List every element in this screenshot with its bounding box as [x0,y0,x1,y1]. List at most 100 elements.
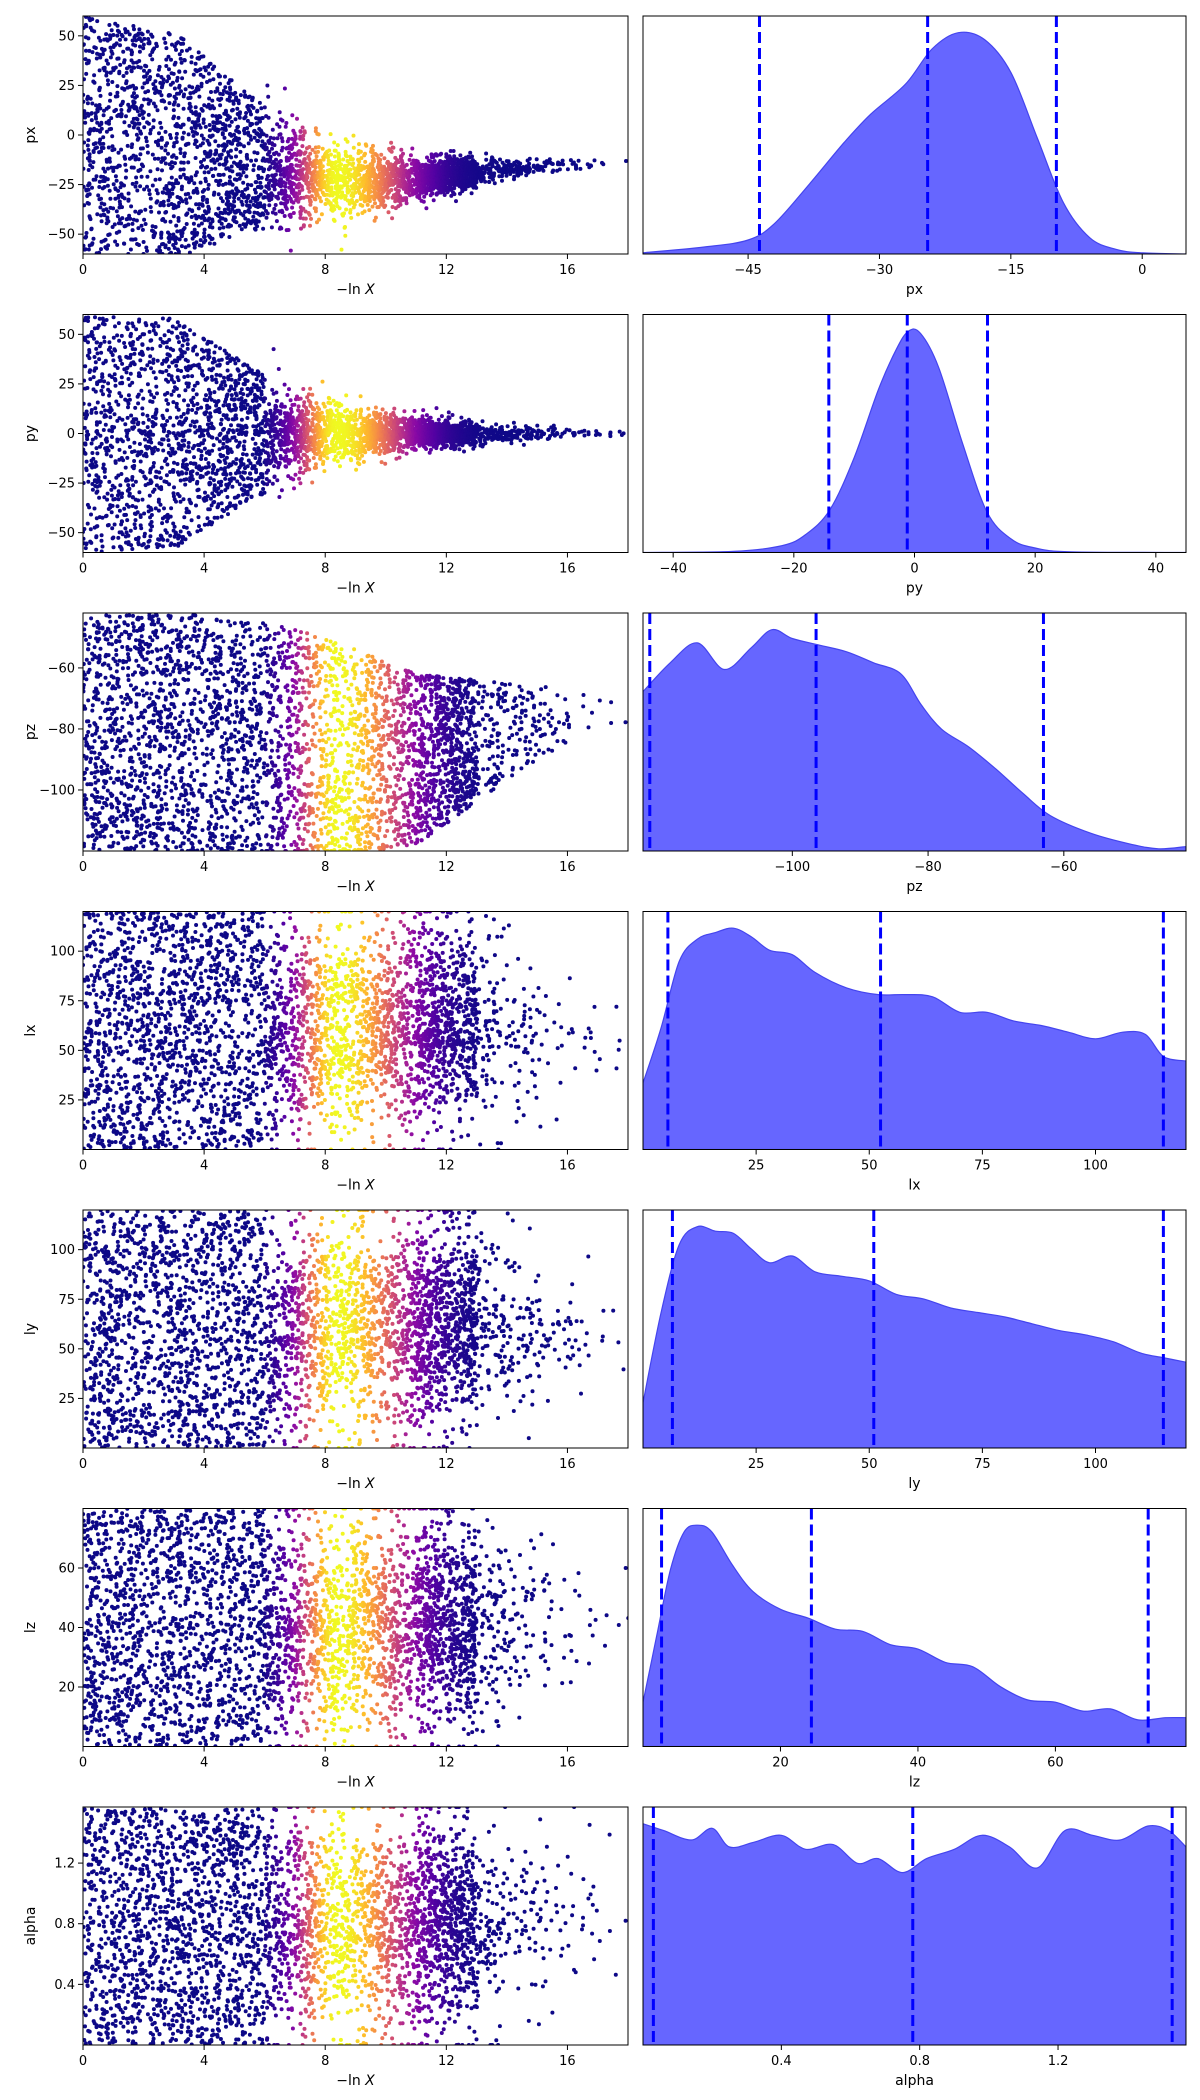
trace-px-point [313,165,318,170]
trace-py-point [254,424,259,429]
trace-px-point [153,79,158,84]
trace-px-point [255,108,260,113]
trace-px-point [221,225,226,230]
trace-px-point [401,186,406,191]
trace-px-point [181,172,186,177]
trace-py-point [244,425,249,430]
trace-px-point [206,141,211,146]
trace-py-point [182,398,186,403]
trace-py-point [232,403,237,408]
trace-px-point [269,197,274,201]
trace-py-point [111,315,116,320]
trace-px-xtick-label: 16 [559,263,576,278]
trace-py-point [209,368,214,373]
trace-px-point [125,85,130,90]
trace-px-point [337,163,341,168]
trace-px-point [249,137,253,142]
trace-px-point [288,248,293,253]
trace-py-point [224,397,228,402]
trace-px-point [215,158,220,163]
trace-px-point [150,183,155,188]
trace-px-point [236,196,241,201]
trace-px-point [181,106,186,111]
trace-py-point [85,502,90,507]
trace-px-point [210,104,215,109]
trace-py-point [157,537,162,542]
trace-px-point [92,126,97,131]
trace-py-point [146,544,151,549]
trace-py-point [171,494,176,499]
trace-py-point [103,437,108,442]
trace-px-point [201,120,206,125]
trace-px-point [492,181,497,186]
trace-px-point [291,211,296,215]
trace-py-point [194,392,199,397]
trace-px-point [189,215,194,219]
trace-py-point [109,350,114,355]
trace-px-point [250,98,255,103]
trace-py-point [110,445,115,450]
trace-py-point [233,407,238,412]
trace-px-point [134,38,138,43]
trace-px-point [362,153,367,158]
trace-px-point [122,58,127,63]
trace-px-point [404,190,408,195]
trace-px-point [487,179,492,184]
trace-px-point [175,229,180,234]
trace-py-point [182,338,186,343]
trace-px-point [199,160,203,164]
trace-py-point [223,466,227,471]
trace-px-point [157,210,161,215]
trace-px-point [95,109,100,114]
trace-py-point [158,476,163,481]
trace-px-point [171,243,176,247]
trace-px-point [83,166,86,171]
trace-py-point [156,508,161,513]
trace-px-point [211,120,216,125]
trace-py-point [91,387,96,392]
trace-px-point [279,201,284,206]
trace-py-point [103,422,108,427]
trace-px-point [277,124,282,129]
trace-px-xtick-label: 0 [79,263,87,278]
trace-px-point [358,202,363,207]
trace-py-point [234,416,239,421]
trace-py-point [142,474,147,479]
trace-px-point [213,166,218,171]
trace-px-point [85,143,90,148]
trace-px-point [248,123,253,128]
trace-py-point [120,519,124,524]
trace-py-point [93,360,98,365]
trace-py-point [175,368,180,373]
trace-py-point [137,351,142,356]
trace-py-point [93,406,98,411]
trace-px-point [203,68,208,73]
trace-px-point [196,68,201,73]
trace-px-point [89,118,94,123]
trace-px-point [116,188,121,193]
trace-px-point [244,166,249,171]
trace-py-point [154,384,159,389]
trace-px-point [145,97,150,102]
trace-px-point [130,221,135,226]
trace-px-point [202,157,206,162]
trace-py-point [152,395,157,400]
trace-px-point [260,139,265,144]
trace-py-point [83,527,87,531]
trace-px-point [110,134,115,139]
trace-px-point [343,233,348,238]
trace-px-point [278,172,283,177]
trace-py-point [165,345,169,350]
trace-px-point [166,151,170,156]
trace-py-point [191,395,196,400]
trace-px-point [298,215,303,220]
trace-px-point [156,156,161,161]
trace-px-point [197,55,201,60]
trace-py-point [172,460,176,465]
trace-py-point [226,512,230,517]
trace-px-point [129,48,134,53]
trace-py-point [95,326,100,330]
trace-px-point [310,147,315,152]
trace-px-point [83,184,86,189]
trace-px-point [316,149,320,154]
